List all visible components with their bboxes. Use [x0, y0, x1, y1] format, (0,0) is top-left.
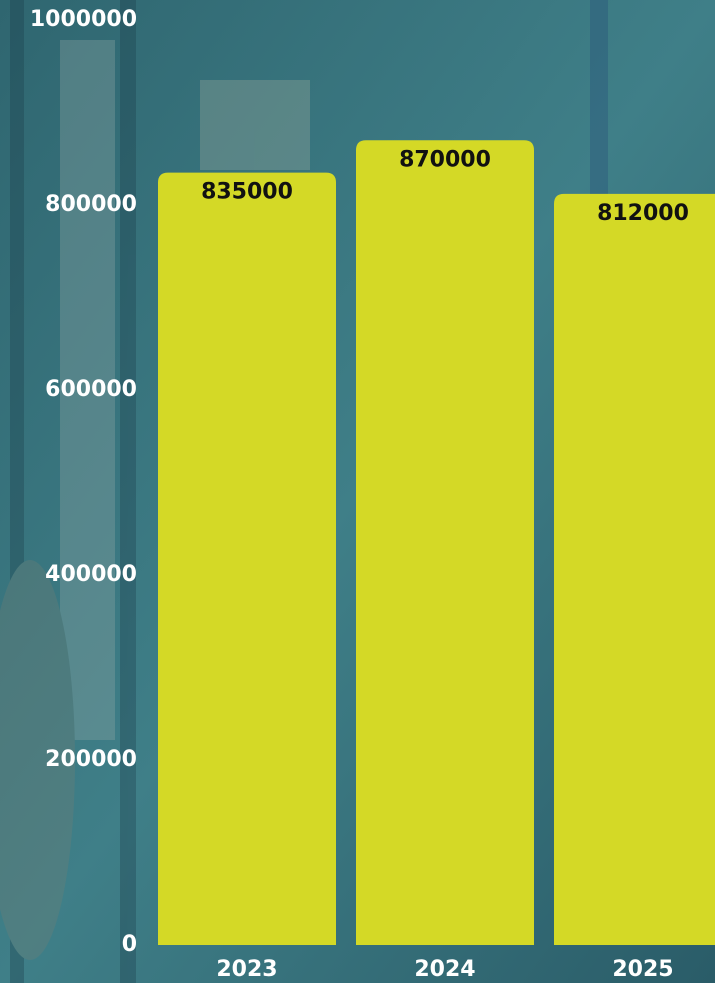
value-label: 870000: [399, 147, 491, 172]
value-label: 835000: [201, 180, 293, 205]
bar: [554, 193, 715, 945]
y-tick-label: 200000: [45, 747, 137, 772]
y-tick-label: 800000: [45, 192, 137, 217]
x-tick-label: 2023: [216, 957, 277, 982]
background-photo-shapes: [0, 0, 608, 983]
y-tick-label: 400000: [45, 562, 137, 587]
y-tick-label: 1000000: [30, 7, 137, 32]
bar: [356, 140, 534, 945]
x-tick-label: 2024: [414, 957, 475, 982]
bar: [158, 172, 336, 945]
value-label: 812000: [597, 201, 689, 226]
y-tick-label: 0: [122, 932, 137, 957]
x-tick-label: 2025: [612, 957, 673, 982]
y-tick-label: 600000: [45, 377, 137, 402]
plot-area: 0 200000 400000 600000 800000 1000000 835000 20…: [30, 7, 715, 982]
